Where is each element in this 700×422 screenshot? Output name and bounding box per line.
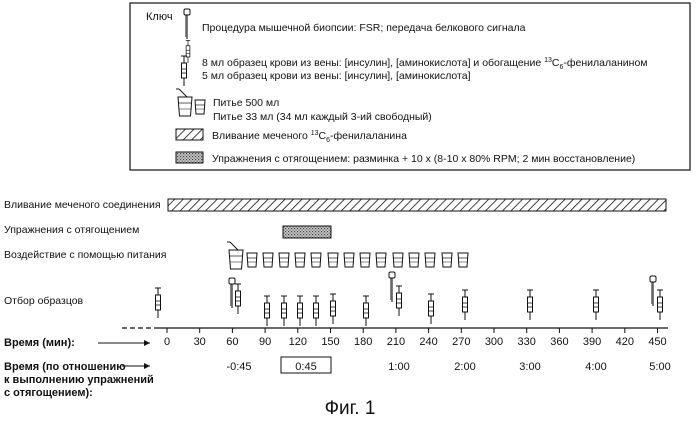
axis-tick-label: 270 [452, 336, 470, 348]
blood-sample-icon [396, 286, 402, 316]
key-blood-5ml-label: 5 мл образец крови из вены: [инсулин], [… [202, 70, 471, 82]
nutrition-row [227, 242, 468, 269]
key-blood-8ml-label: 8 мл образец крови из вены: [инсулин], [… [202, 57, 648, 71]
key-legend: Ключ Процедура мышечной биопсии: FSR; пе… [130, 3, 690, 170]
drink-33ml-icon [442, 253, 452, 267]
axis-tick-label: 90 [259, 336, 271, 348]
row-label-sampling: Отбор образцов [4, 295, 84, 307]
rel-tick: 5:00 [649, 361, 670, 373]
drink-33ml-icon [247, 253, 257, 267]
axis-tick-label: 240 [419, 336, 437, 348]
blood-sample-icon [281, 296, 287, 326]
rel-tick: 3:00 [519, 361, 540, 373]
blood-sample-icon [297, 296, 303, 326]
axis-tick-label: 0 [164, 336, 170, 348]
axis-tick-label: 390 [583, 336, 601, 348]
blood-sample-icon [527, 290, 533, 320]
drink-33ml-icon [295, 253, 305, 267]
blood-sample-icon [593, 290, 599, 320]
biopsy-icon [229, 278, 235, 308]
drink-33ml-icon [195, 100, 205, 114]
axis-tick-label: 30 [194, 336, 206, 348]
rel-tick: -0:45 [226, 361, 251, 373]
rel-tick: 4:00 [585, 361, 606, 373]
key-drink-33-label: Питье 33 мл (34 мл каждый 3-ий свободный… [213, 111, 432, 123]
axis-tick-label: 210 [387, 336, 405, 348]
time-axis-label: Время (мин): [4, 337, 75, 349]
relative-time: Время (по отношению к выполнению упражне… [4, 357, 671, 399]
drink-33ml-icon [393, 253, 403, 267]
row-label-exercise: Упражнения с отягощением [4, 224, 139, 236]
exercise-bar [283, 226, 331, 238]
blood-sample-icon [657, 290, 663, 320]
row-label-infusion: Вливание меченого соединения [4, 199, 161, 211]
figure-caption: Фиг. 1 [325, 398, 376, 419]
infusion-legend-swatch [176, 129, 203, 140]
biopsy-icon [389, 272, 395, 302]
axis-tick-label: 420 [616, 336, 634, 348]
rel-tick: 1:00 [388, 361, 409, 373]
drink-500ml-icon [227, 242, 243, 269]
sampling-row [155, 272, 663, 326]
blood-sample-icon [155, 288, 161, 318]
biopsy-icon [650, 276, 656, 306]
time-arrow-head [144, 340, 150, 346]
exercise-legend-swatch [176, 152, 203, 163]
drink-33ml-icon [279, 253, 289, 267]
key-exercise-label: Упражнения с отягощением: разминка + 10 … [212, 153, 635, 165]
blood-sample-icon [363, 296, 369, 326]
drink-33ml-icon [344, 253, 354, 267]
blood-sample-icon [428, 294, 434, 324]
rel-tick: 0:45 [295, 361, 316, 373]
blood-sample-icon [462, 290, 468, 320]
drink-33ml-icon [376, 253, 386, 267]
key-drink-500-label: Питье 500 мл [213, 97, 279, 109]
axis-tick-label: 180 [354, 336, 372, 348]
axis-tick-label: 120 [289, 336, 307, 348]
axis-tick-label: 330 [518, 336, 536, 348]
blood-sample-icon [264, 296, 270, 326]
key-biopsy-label: Процедура мышечной биопсии: FSR; передач… [202, 22, 526, 34]
drink-33ml-icon [458, 253, 468, 267]
key-title: Ключ [146, 11, 173, 23]
blood-sample-icon [313, 296, 319, 326]
axis-tick-label: 300 [485, 336, 503, 348]
axis-tick-label: 360 [550, 336, 568, 348]
drink-33ml-icon [328, 253, 338, 267]
drink-33ml-icon [425, 253, 435, 267]
relative-time-label-line3: с отягощением): [4, 387, 93, 399]
row-label-nutrition: Воздействие с помощью питания [4, 249, 166, 261]
drink-33ml-icon [311, 253, 321, 267]
drink-33ml-icon [263, 253, 273, 267]
blood-sample-icon [330, 294, 336, 324]
drink-33ml-icon [409, 253, 419, 267]
axis-tick-label: 60 [226, 336, 238, 348]
time-axis: Время (мин): 0 30 60 90 120 150 180 210 240 270 30… [4, 328, 668, 349]
key-infusion-label: Вливание меченого 13C6-фенилаланина [212, 130, 407, 144]
blood-sample-icon [235, 284, 241, 314]
relative-time-label-line2: к выполнению упражнений [4, 374, 154, 386]
rel-tick: 2:00 [454, 361, 475, 373]
axis-tick-label: 150 [321, 336, 339, 348]
relative-time-arrow-head [144, 363, 150, 369]
drink-33ml-icon [360, 253, 370, 267]
relative-time-label-line1: Время (по отношению [4, 361, 126, 373]
infusion-bar [168, 199, 666, 211]
axis-tick-label: 450 [648, 336, 666, 348]
